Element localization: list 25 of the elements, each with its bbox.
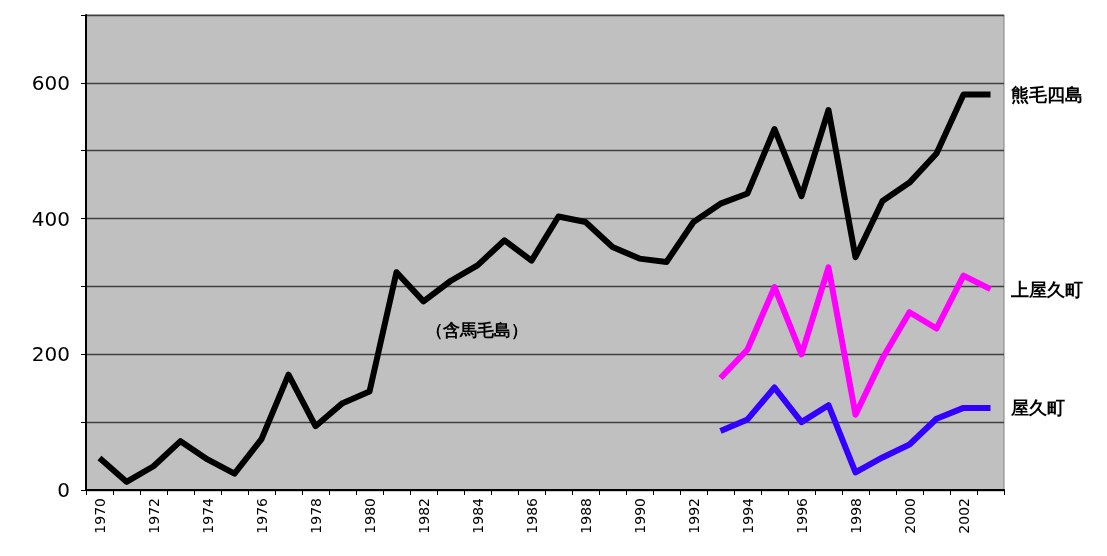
- y-tick-label: 400: [31, 206, 70, 231]
- x-tick-label: 1980: [361, 498, 378, 534]
- x-tick-label: 1988: [577, 498, 594, 534]
- x-tick-label: 1998: [847, 498, 864, 534]
- x-tick-label: 1976: [253, 497, 270, 534]
- x-tick-label: 1978: [307, 498, 324, 534]
- y-tick-label: 200: [31, 342, 70, 367]
- x-tick-label: 2002: [955, 498, 972, 534]
- x-tick-label: 1984: [469, 497, 486, 534]
- x-tick-label: 1994: [739, 497, 756, 534]
- x-tick-label: 1982: [415, 498, 432, 534]
- y-tick-label: 600: [31, 70, 70, 95]
- y-tick-label: 0: [57, 478, 70, 502]
- x-tick-label: 2000: [901, 498, 918, 534]
- x-tick-label: 1974: [199, 497, 216, 534]
- x-tick-label: 1996: [793, 497, 810, 534]
- x-tick-label: 1972: [145, 498, 162, 534]
- x-tick-label: 1990: [631, 498, 648, 534]
- x-tick-label: 1986: [523, 497, 540, 534]
- series-label: 熊毛四島: [1010, 83, 1083, 105]
- x-tick-label: 1970: [91, 498, 108, 534]
- series-label: 屋久町: [1009, 397, 1065, 419]
- series-label: 上屋久町: [1009, 278, 1083, 300]
- annotation: （含馬毛島）: [426, 319, 528, 340]
- x-tick-label: 1992: [685, 498, 702, 534]
